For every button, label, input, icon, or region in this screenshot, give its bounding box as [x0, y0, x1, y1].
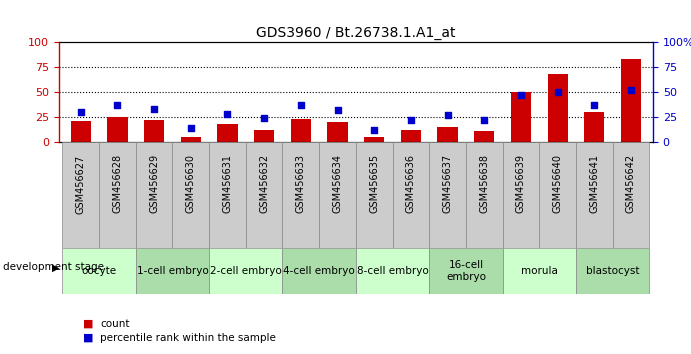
- FancyBboxPatch shape: [99, 142, 135, 248]
- Text: GSM456632: GSM456632: [259, 154, 269, 213]
- Title: GDS3960 / Bt.26738.1.A1_at: GDS3960 / Bt.26738.1.A1_at: [256, 26, 455, 40]
- Text: count: count: [100, 319, 130, 329]
- FancyBboxPatch shape: [576, 248, 650, 294]
- Text: ■: ■: [83, 333, 93, 343]
- Text: morula: morula: [521, 266, 558, 276]
- FancyBboxPatch shape: [135, 248, 209, 294]
- FancyBboxPatch shape: [429, 248, 502, 294]
- FancyBboxPatch shape: [209, 248, 283, 294]
- Bar: [401, 130, 421, 142]
- Point: [75, 109, 86, 115]
- Point: [149, 106, 160, 112]
- Text: 2-cell embryo: 2-cell embryo: [210, 266, 282, 276]
- Point: [479, 117, 490, 122]
- Text: oocyte: oocyte: [82, 266, 117, 276]
- Point: [369, 127, 380, 132]
- FancyBboxPatch shape: [466, 142, 502, 248]
- Text: GSM456627: GSM456627: [76, 154, 86, 213]
- Text: ▶: ▶: [52, 262, 59, 272]
- Text: GSM456636: GSM456636: [406, 154, 416, 213]
- Text: ■: ■: [83, 319, 93, 329]
- Text: 16-cell
embryo: 16-cell embryo: [446, 260, 486, 282]
- Bar: [364, 137, 384, 142]
- Text: GSM456640: GSM456640: [553, 154, 562, 213]
- Point: [625, 87, 636, 93]
- FancyBboxPatch shape: [209, 142, 246, 248]
- Bar: [437, 127, 457, 142]
- Text: GSM456635: GSM456635: [369, 154, 379, 213]
- FancyBboxPatch shape: [576, 142, 613, 248]
- FancyBboxPatch shape: [283, 142, 319, 248]
- Bar: [474, 131, 494, 142]
- FancyBboxPatch shape: [502, 248, 576, 294]
- Bar: [107, 117, 128, 142]
- Text: 8-cell embryo: 8-cell embryo: [357, 266, 428, 276]
- Bar: [291, 119, 311, 142]
- Bar: [181, 137, 201, 142]
- FancyBboxPatch shape: [62, 142, 99, 248]
- Text: GSM456634: GSM456634: [332, 154, 343, 213]
- Bar: [511, 92, 531, 142]
- Bar: [584, 112, 605, 142]
- Text: 1-cell embryo: 1-cell embryo: [137, 266, 208, 276]
- Bar: [254, 130, 274, 142]
- Bar: [328, 122, 348, 142]
- Point: [552, 89, 563, 95]
- Text: GSM456637: GSM456637: [442, 154, 453, 213]
- FancyBboxPatch shape: [539, 142, 576, 248]
- FancyBboxPatch shape: [356, 142, 392, 248]
- Point: [222, 111, 233, 117]
- Text: GSM456633: GSM456633: [296, 154, 306, 213]
- FancyBboxPatch shape: [173, 142, 209, 248]
- Text: GSM456631: GSM456631: [223, 154, 232, 213]
- FancyBboxPatch shape: [135, 142, 173, 248]
- Text: GSM456628: GSM456628: [113, 154, 122, 213]
- Text: 4-cell embryo: 4-cell embryo: [283, 266, 355, 276]
- Bar: [547, 74, 568, 142]
- Point: [406, 117, 417, 122]
- Text: percentile rank within the sample: percentile rank within the sample: [100, 333, 276, 343]
- Bar: [144, 120, 164, 142]
- FancyBboxPatch shape: [246, 142, 283, 248]
- Bar: [70, 121, 91, 142]
- FancyBboxPatch shape: [283, 248, 356, 294]
- Text: development stage: development stage: [3, 262, 104, 272]
- FancyBboxPatch shape: [429, 142, 466, 248]
- Text: GSM456638: GSM456638: [480, 154, 489, 213]
- Text: blastocyst: blastocyst: [586, 266, 639, 276]
- Bar: [218, 124, 238, 142]
- Point: [258, 115, 269, 121]
- Text: GSM456630: GSM456630: [186, 154, 196, 213]
- Point: [332, 107, 343, 113]
- Text: GSM456639: GSM456639: [516, 154, 526, 213]
- Point: [185, 125, 196, 131]
- FancyBboxPatch shape: [62, 248, 135, 294]
- FancyBboxPatch shape: [502, 142, 539, 248]
- Text: GSM456641: GSM456641: [589, 154, 599, 213]
- FancyBboxPatch shape: [392, 142, 429, 248]
- Point: [589, 102, 600, 108]
- FancyBboxPatch shape: [356, 248, 429, 294]
- Point: [515, 92, 527, 98]
- Text: GSM456642: GSM456642: [626, 154, 636, 213]
- Point: [442, 112, 453, 118]
- Bar: [621, 59, 641, 142]
- FancyBboxPatch shape: [613, 142, 650, 248]
- FancyBboxPatch shape: [319, 142, 356, 248]
- Text: GSM456629: GSM456629: [149, 154, 159, 213]
- Point: [295, 102, 306, 108]
- Point: [112, 102, 123, 108]
